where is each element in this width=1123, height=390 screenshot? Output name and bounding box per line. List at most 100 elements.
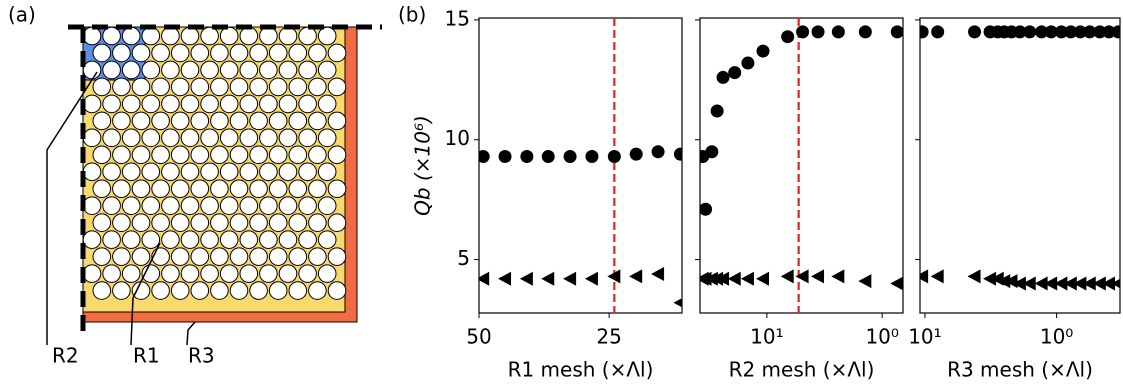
lattice-hole [102, 94, 121, 114]
data-point [890, 25, 903, 39]
lattice-hole [112, 77, 131, 97]
data-point [673, 147, 682, 161]
lattice-hole [102, 230, 121, 249]
lattice-hole [170, 145, 190, 165]
lattice-hole [259, 162, 278, 182]
data-point [728, 66, 742, 80]
x-tick-label: 10⁰ [1040, 325, 1073, 349]
lattice-hole [200, 162, 219, 182]
lattice-hole [268, 43, 288, 63]
lattice-hole [92, 281, 112, 300]
lattice-hole [170, 281, 190, 300]
lattice-hole [317, 94, 337, 114]
x-tick-label: 10¹ [750, 325, 783, 349]
lattice-hole [317, 128, 337, 148]
region-label: R1 [133, 344, 160, 368]
lattice-hole [151, 179, 170, 199]
lattice-hole [112, 213, 131, 233]
lattice-hole [131, 111, 151, 131]
lattice-hole [82, 264, 102, 283]
lattice-hole [210, 247, 229, 266]
data-point [997, 274, 1011, 289]
data-point [1034, 276, 1048, 291]
lattice-hole [298, 26, 317, 46]
data-point [1022, 276, 1036, 291]
lattice-hole [229, 213, 249, 233]
data-point [1073, 25, 1087, 39]
data-point [1101, 276, 1115, 291]
lattice-hole [112, 281, 131, 300]
lattice-hole [210, 281, 229, 300]
lattice-hole [131, 281, 151, 300]
y-tick-label: 10 [445, 126, 470, 150]
lattice-hole [317, 264, 337, 283]
lattice-hole [278, 94, 298, 114]
lattice-hole [92, 43, 112, 63]
lattice-hole [131, 247, 151, 266]
data-point [1044, 276, 1058, 291]
data-point [1073, 276, 1087, 291]
lattice-hole [200, 128, 219, 148]
x-tick-label: 25 [596, 325, 621, 349]
diagram-overlay: R2 R1 R3 [46, 24, 382, 368]
lattice-hole [180, 196, 200, 216]
data-point [498, 150, 512, 164]
lattice-hole [327, 247, 347, 266]
lattice-hole [82, 230, 102, 249]
lattice-hole [170, 77, 190, 97]
lattice-hole [82, 162, 102, 182]
lattice-hole [200, 26, 219, 46]
lattice-hole [278, 196, 298, 216]
lattice-hole [112, 145, 131, 165]
data-point [1083, 25, 1097, 39]
lattice-hole [141, 196, 161, 216]
data-point [811, 25, 825, 39]
lattice-hole [210, 111, 229, 131]
data-point [585, 150, 599, 164]
data-point [584, 271, 598, 286]
lattice-hole [170, 111, 190, 131]
x-axis-label: R3 mesh (×Λl) [947, 358, 1093, 382]
lattice-hole [151, 111, 170, 131]
data-point [1063, 276, 1077, 291]
data-point [890, 276, 903, 291]
lattice-hole [327, 179, 347, 199]
lattice-hole [102, 162, 121, 182]
lattice-hole [249, 179, 268, 199]
lattice-hole [161, 26, 180, 46]
data-point [563, 150, 577, 164]
lattice-hole [92, 145, 112, 165]
lattice-hole [268, 77, 288, 97]
lattice-hole [317, 26, 337, 46]
lattice-hole [190, 111, 210, 131]
plot-area [920, 25, 1120, 291]
lattice-hole [131, 213, 151, 233]
y-tick-label: 15 [445, 6, 470, 30]
lattice-hole [219, 230, 239, 249]
data-point [831, 25, 845, 39]
lattice-hole [229, 145, 249, 165]
lattice-hole [298, 128, 317, 148]
lattice-hole [82, 128, 102, 148]
lattice-hole [102, 26, 121, 46]
plot-frame [699, 17, 904, 314]
lattice-hole [200, 94, 219, 114]
pointer [186, 321, 196, 346]
lattice-hole [278, 26, 298, 46]
lattice-hole [161, 264, 180, 283]
lattice-hole [190, 179, 210, 199]
lattice-hole [121, 196, 141, 216]
lattice-hole [112, 247, 131, 266]
lattice-hole [180, 60, 200, 80]
lattice-hole [121, 128, 141, 148]
data-point [858, 25, 872, 39]
lattice-hole [92, 179, 112, 199]
data-point [930, 269, 944, 284]
data-point [1102, 25, 1116, 39]
lattice-hole [259, 94, 278, 114]
data-point [741, 56, 755, 70]
lattice-hole [131, 179, 151, 199]
panel-label: (a) [8, 3, 36, 27]
lattice-hole [210, 179, 229, 199]
